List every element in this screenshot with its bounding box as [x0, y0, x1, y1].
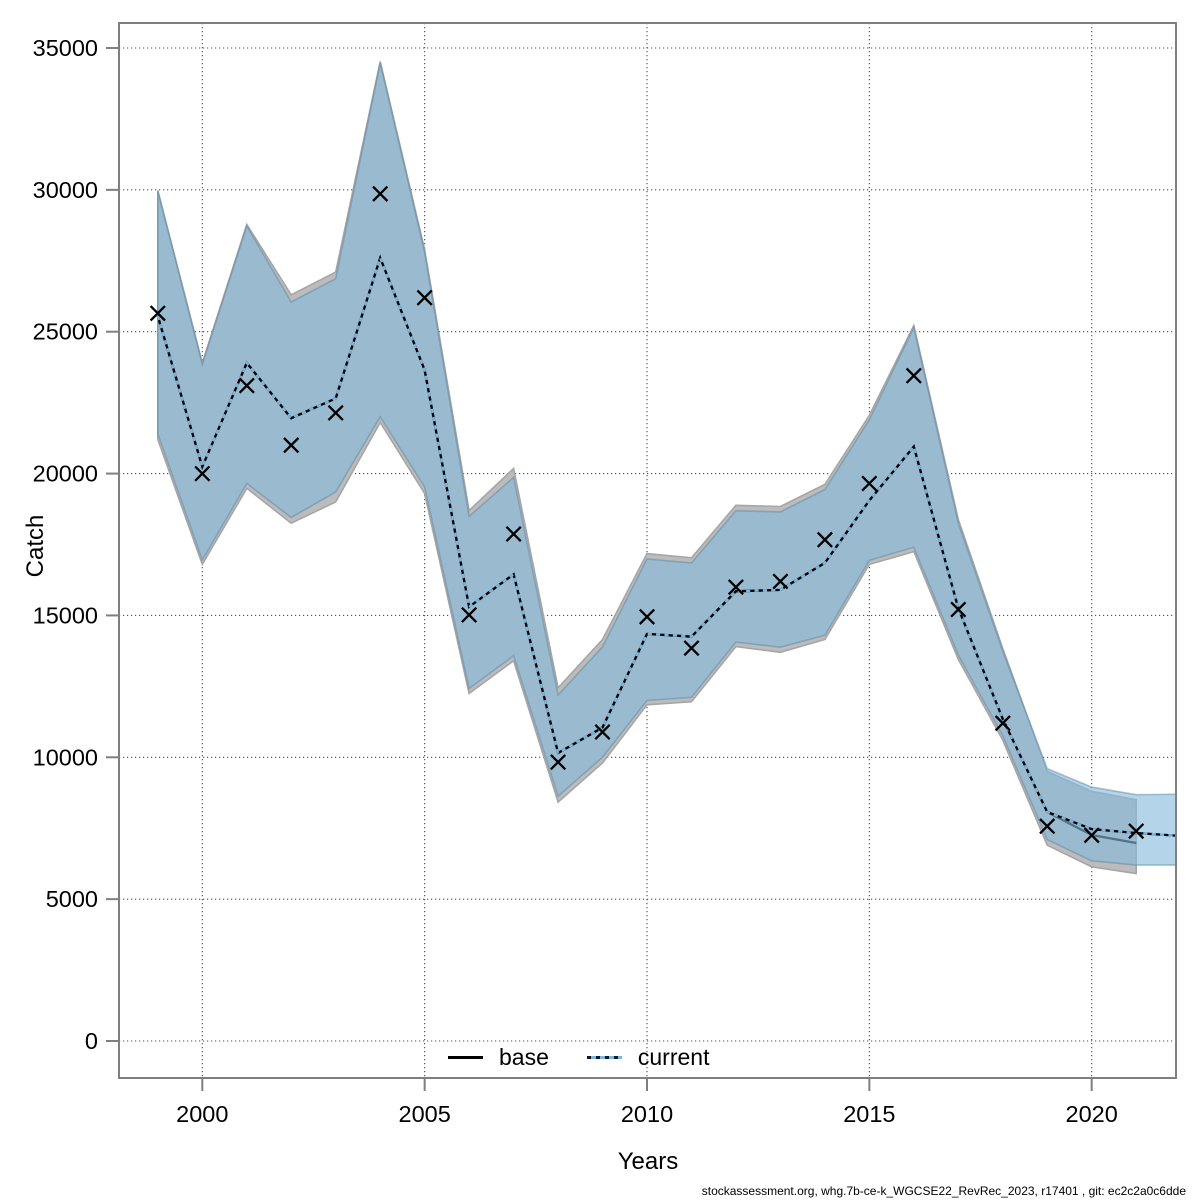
current-confidence-band [157, 62, 1176, 866]
gridlines [119, 23, 1176, 1078]
svg-text:30000: 30000 [33, 177, 98, 203]
svg-text:25000: 25000 [33, 319, 98, 345]
svg-text:2000: 2000 [176, 1101, 228, 1127]
footer-text: stockassessment.org, whg.7b-ce-k_WGCSE22… [701, 1184, 1186, 1198]
x-tick-labels: 2000 2005 2010 2015 2020 [176, 1101, 1118, 1127]
y-tick-labels: 0 5000 10000 15000 20000 25000 30000 35000 [33, 35, 98, 1054]
svg-text:15000: 15000 [33, 602, 98, 628]
svg-text:2015: 2015 [843, 1101, 895, 1127]
svg-text:0: 0 [85, 1028, 98, 1054]
svg-text:20000: 20000 [33, 461, 98, 487]
legend-base-line-sample [448, 1055, 483, 1059]
svg-text:2010: 2010 [621, 1101, 673, 1127]
legend-current-label: current [637, 1043, 710, 1070]
svg-text:10000: 10000 [33, 744, 98, 770]
current-line [156, 254, 1176, 837]
x-axis-title: Years [617, 1148, 679, 1175]
observed-catch-markers [149, 185, 1145, 844]
svg-text:2020: 2020 [1066, 1101, 1118, 1127]
svg-text:5000: 5000 [46, 886, 98, 912]
svg-text:35000: 35000 [33, 35, 98, 61]
legend-base-label: base [499, 1043, 549, 1070]
axis-ticks [106, 47, 1093, 1091]
y-axis-title: Catch [22, 514, 49, 578]
svg-text:2005: 2005 [399, 1101, 451, 1127]
legend: base current [448, 1044, 709, 1070]
legend-current-line-sample [586, 1055, 622, 1059]
